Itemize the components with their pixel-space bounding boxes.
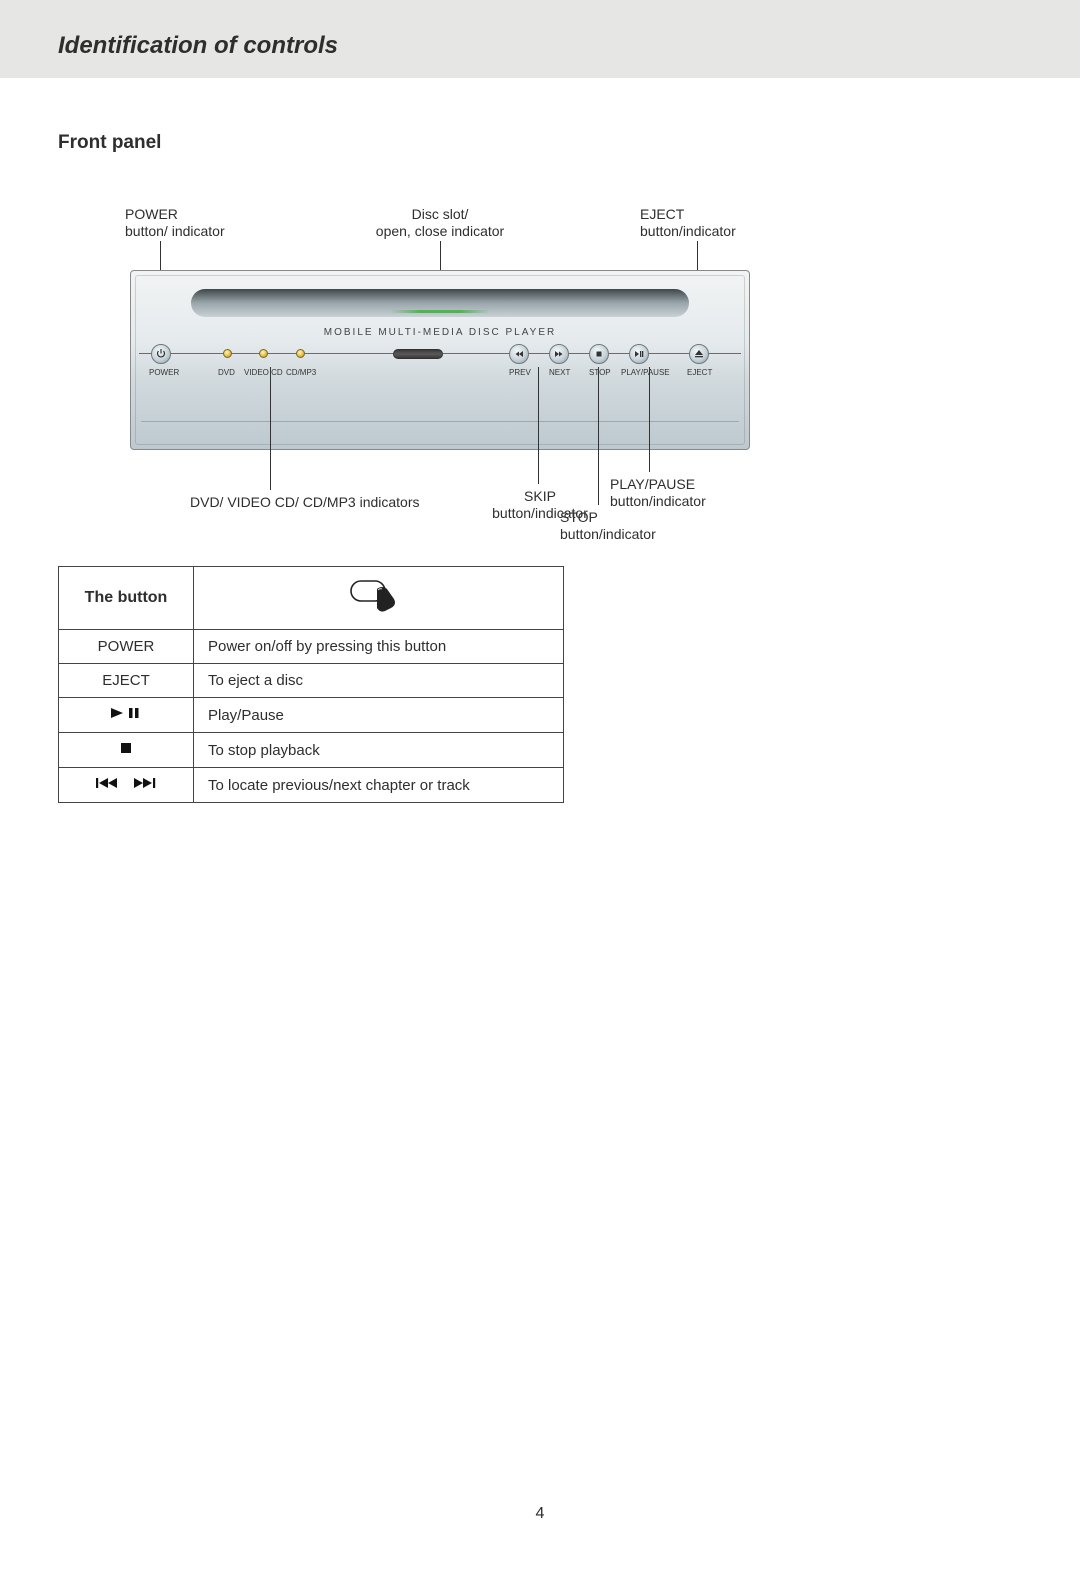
playpause-icon: [634, 349, 644, 359]
button-desc: To locate previous/next chapter or track: [194, 768, 564, 803]
stop-label: STOP: [589, 368, 611, 377]
page-title: Identification of controls: [58, 32, 338, 60]
next-icon: [554, 349, 564, 359]
button-name: [59, 733, 194, 768]
prev-label: PREV: [509, 368, 531, 377]
table-row: POWER Power on/off by pressing this butt…: [59, 630, 564, 664]
callout-stop: STOP button/indicator: [560, 509, 690, 543]
playpause-label: PLAY/PAUSE: [621, 368, 670, 377]
prev-icon: [514, 349, 524, 359]
front-panel-diagram: POWER button/ indicator Disc slot/ open,…: [130, 200, 750, 550]
page-number: 4: [0, 1505, 1080, 1523]
ir-window: [393, 349, 443, 359]
table-row: Play/Pause: [59, 698, 564, 733]
button-name: POWER: [59, 630, 194, 664]
callout-eject: EJECT button/indicator: [640, 206, 736, 240]
table-header-row: The button: [59, 567, 564, 630]
stop-icon: [594, 349, 604, 359]
table-row: To stop playback: [59, 733, 564, 768]
button-name: [59, 768, 194, 803]
dvd-indicator: [223, 349, 232, 358]
callout-power: POWER button/ indicator: [125, 206, 225, 240]
cdmp3-indicator: [296, 349, 305, 358]
leader-line: [270, 367, 271, 490]
button-desc: Power on/off by pressing this button: [194, 630, 564, 664]
header-band: Identification of controls: [0, 0, 1080, 78]
section-title: Front panel: [58, 132, 161, 154]
button-name: [59, 698, 194, 733]
callout-playpause: PLAY/PAUSE button/indicator: [610, 476, 750, 510]
stop-button[interactable]: [589, 344, 609, 364]
button-desc: To stop playback: [194, 733, 564, 768]
device-front-panel: MOBILE MULTI-MEDIA DISC PLAYER POWER DVD…: [130, 270, 750, 450]
cdmp3-label: CD/MP3: [286, 368, 316, 377]
skip-icons: [96, 776, 156, 790]
table-header-button: The button: [59, 567, 194, 630]
button-desc: Play/Pause: [194, 698, 564, 733]
disc-slot-indicator: [390, 310, 490, 313]
playpause-icon: [109, 706, 143, 720]
videocd-label: VIDEO CD: [244, 368, 283, 377]
eject-label: EJECT: [687, 368, 712, 377]
power-icon: [156, 349, 166, 359]
table-row: EJECT To eject a disc: [59, 664, 564, 698]
leader-line: [649, 367, 650, 472]
next-label: NEXT: [549, 368, 570, 377]
videocd-indicator: [259, 349, 268, 358]
table-header-icon-cell: [194, 567, 564, 630]
power-label: POWER: [149, 368, 179, 377]
button-name: EJECT: [59, 664, 194, 698]
leader-line: [538, 367, 539, 484]
eject-button[interactable]: [689, 344, 709, 364]
table-row: To locate previous/next chapter or track: [59, 768, 564, 803]
playpause-button[interactable]: [629, 344, 649, 364]
power-button[interactable]: [151, 344, 171, 364]
button-desc: To eject a disc: [194, 664, 564, 698]
dvd-label: DVD: [218, 368, 235, 377]
leader-line: [598, 367, 599, 505]
disc-slot: [191, 289, 689, 317]
press-button-icon: [208, 575, 551, 621]
eject-icon: [694, 349, 704, 359]
callout-media-indicators: DVD/ VIDEO CD/ CD/MP3 indicators: [190, 494, 420, 511]
prev-button[interactable]: [509, 344, 529, 364]
device-label: MOBILE MULTI-MEDIA DISC PLAYER: [131, 327, 749, 338]
button-table: The button POWER Power on/off by pressin…: [58, 566, 564, 803]
stop-icon: [119, 741, 133, 755]
next-button[interactable]: [549, 344, 569, 364]
callout-disc-slot: Disc slot/ open, close indicator: [360, 206, 520, 240]
